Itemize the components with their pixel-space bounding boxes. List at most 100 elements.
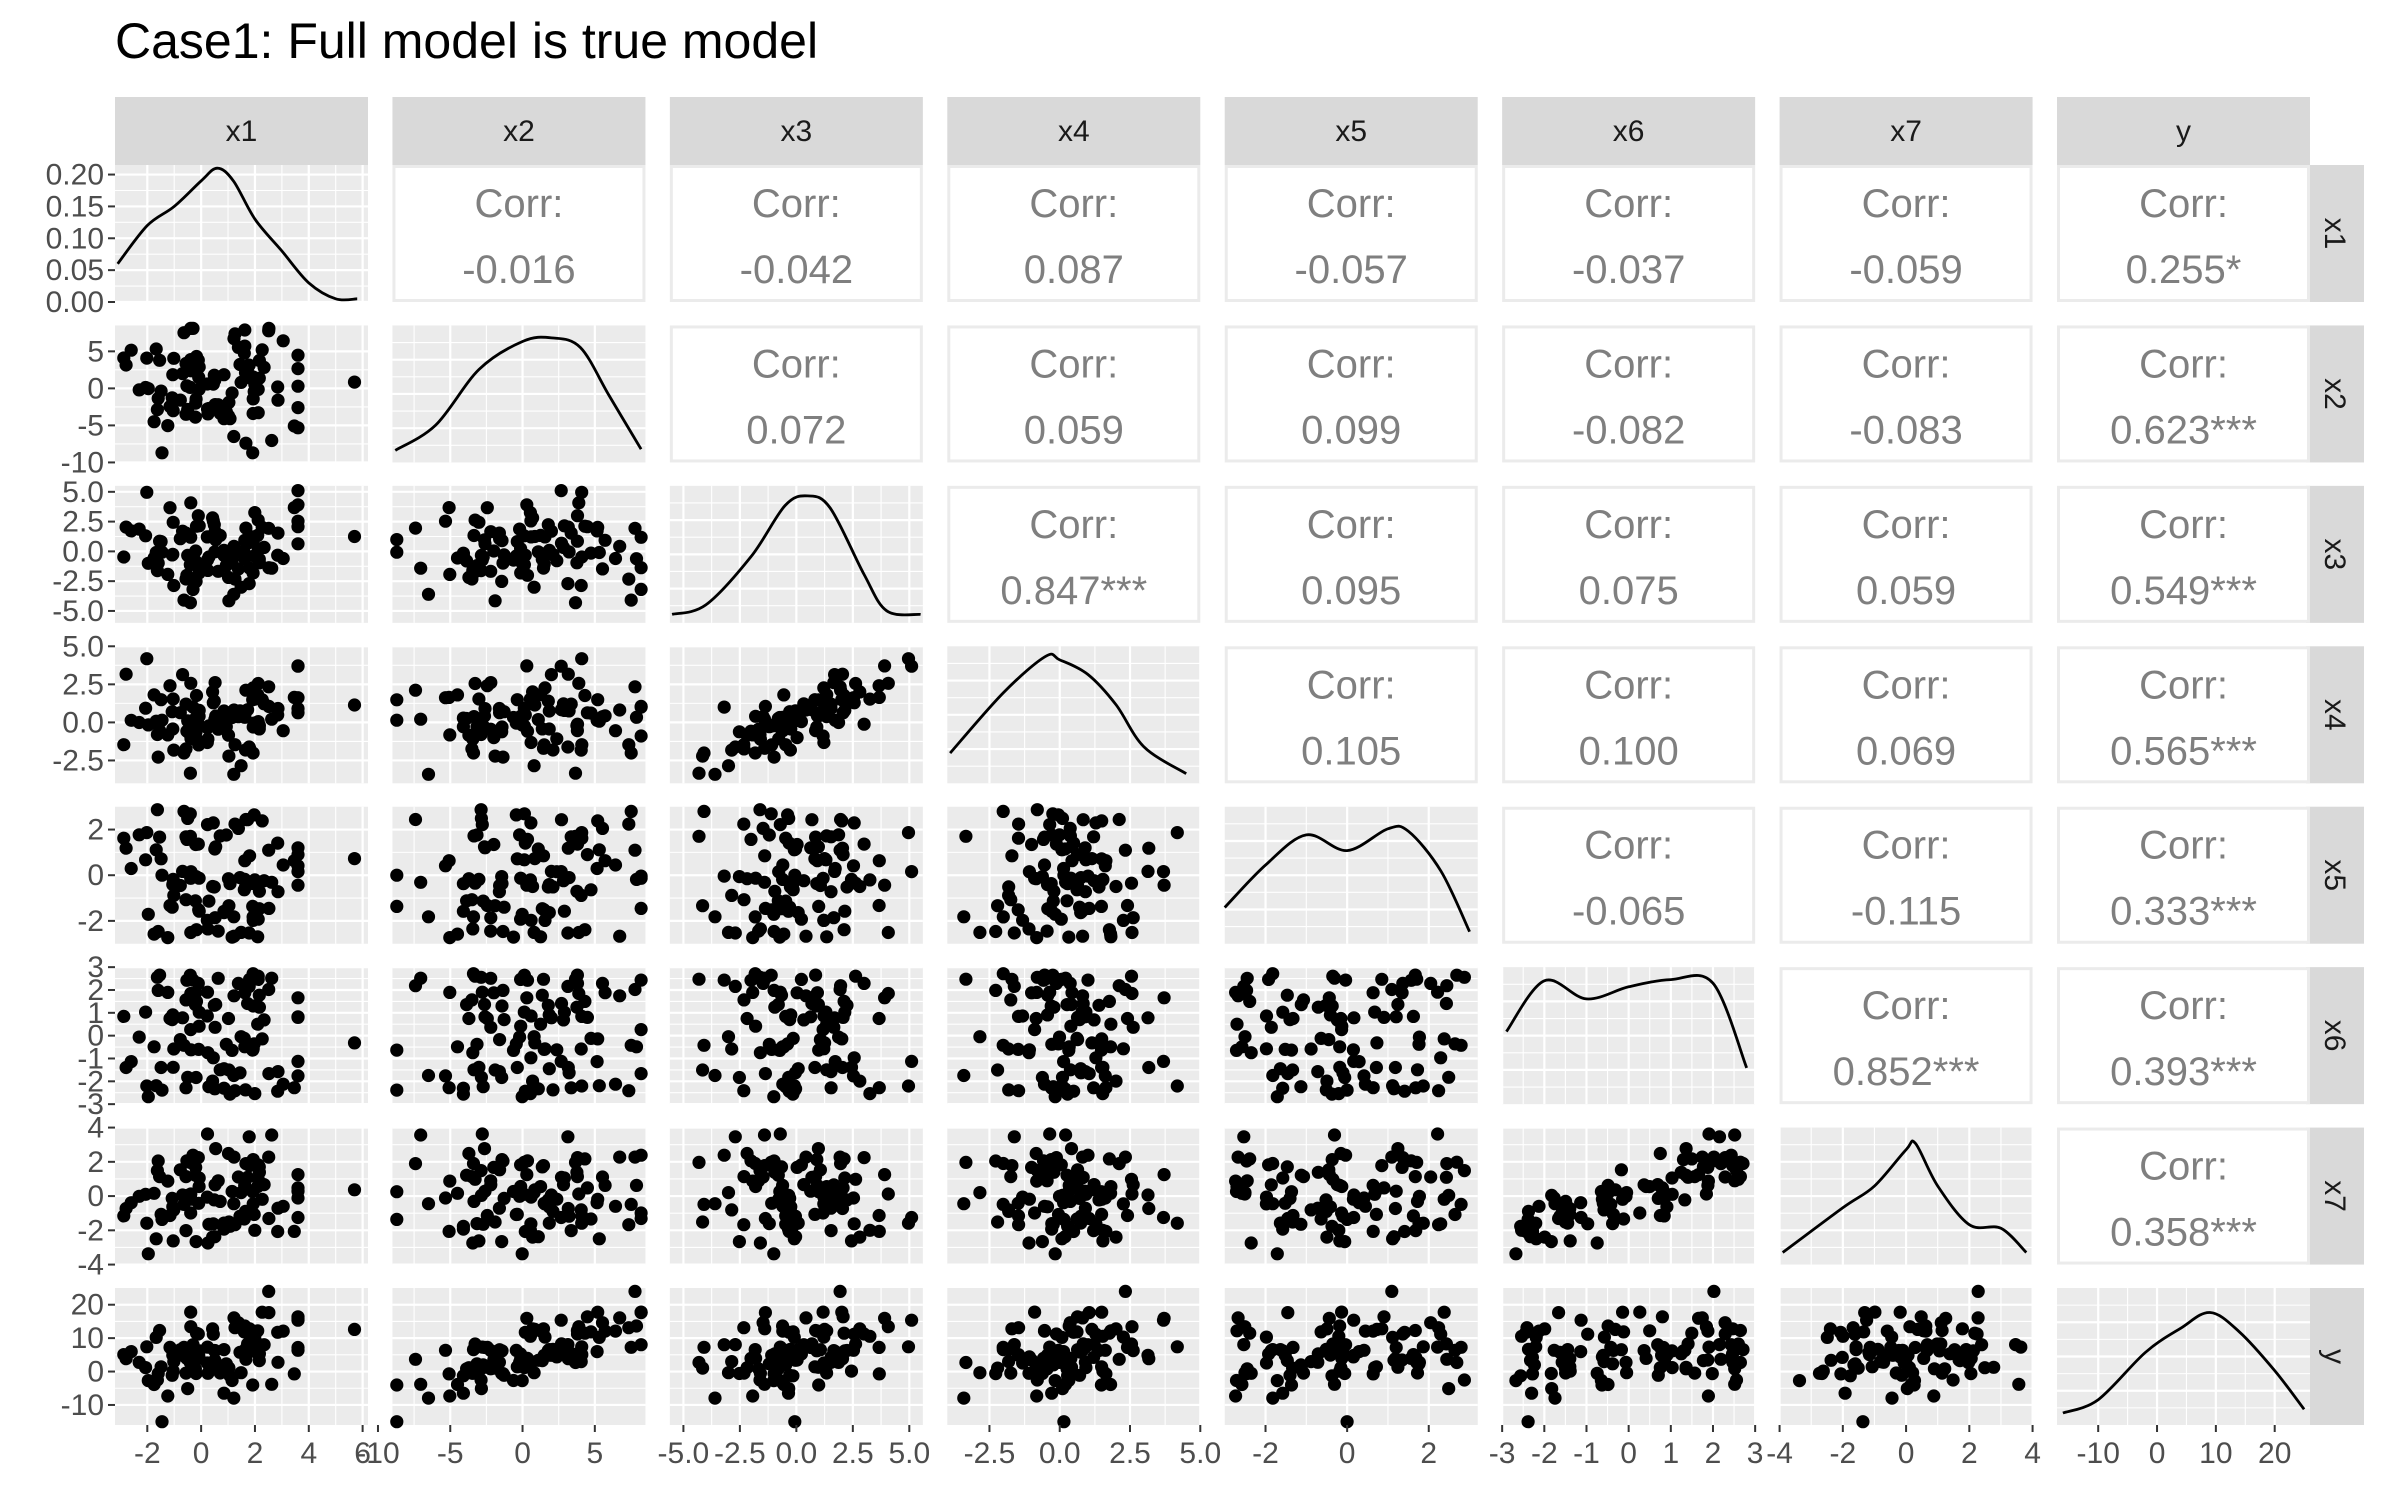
scatter-point — [721, 1366, 736, 1380]
scatter-point — [1619, 1355, 1633, 1369]
scatter-point — [390, 899, 404, 914]
scatter-point — [234, 1366, 248, 1380]
scatter-point — [1055, 811, 1070, 826]
scatter-point — [810, 986, 825, 1000]
scatter-point — [804, 1340, 818, 1355]
scatter-point — [1860, 1313, 1874, 1327]
scatter-point — [756, 1316, 770, 1330]
scatter-point — [1095, 1360, 1109, 1374]
scatter-point — [1170, 1340, 1184, 1354]
scatter-point — [1678, 1193, 1692, 1207]
scatter-point — [181, 714, 195, 728]
scatter-point — [465, 1170, 479, 1184]
scatter-point — [828, 861, 842, 876]
scatter-point — [1529, 1232, 1543, 1246]
scatter-point — [764, 807, 778, 821]
scatter-point — [1327, 1128, 1342, 1142]
scatter-point — [1322, 1033, 1336, 1047]
scatter-point — [758, 699, 773, 714]
scatter-point — [1124, 969, 1139, 983]
scatter-point — [562, 545, 576, 559]
scatter-point — [1908, 1340, 1922, 1355]
scatter-point — [119, 841, 133, 855]
scatter-point — [1229, 1389, 1243, 1403]
scatter-point — [1410, 1355, 1424, 1370]
scatter-point — [228, 572, 242, 586]
corr-label: Corr: — [1584, 824, 1673, 868]
y-tick-label-y: 0 — [87, 1356, 104, 1389]
scatter-point — [484, 722, 498, 736]
scatter-point — [905, 1054, 919, 1068]
corr-value-x2-x4: 0.059 — [1024, 408, 1124, 452]
y-tick-label-x6: 1 — [87, 997, 104, 1030]
scatter-point — [1125, 925, 1139, 940]
row-strip-y — [2306, 1288, 2364, 1426]
scatter-point — [184, 732, 198, 746]
scatter-point — [347, 1036, 362, 1050]
scatter-point — [1332, 1223, 1346, 1237]
scatter-point — [1030, 931, 1044, 945]
scatter-point — [1338, 1366, 1352, 1381]
corr-panel-x2-x7 — [1779, 325, 2033, 463]
scatter-point — [166, 692, 180, 706]
scatter-point — [592, 843, 606, 857]
x-tick-label-x4: -2.5 — [964, 1437, 1016, 1470]
scatter-point — [262, 324, 276, 338]
scatter-point — [1076, 1150, 1090, 1164]
scatter-point — [478, 537, 492, 551]
scatter-point — [1062, 1319, 1076, 1333]
scatter-point — [1057, 1415, 1071, 1429]
column-strip-label-y: y — [2176, 115, 2191, 148]
column-strip-label-x3: x3 — [781, 115, 813, 148]
scatter-point — [697, 1340, 711, 1354]
column-strip-x5 — [1224, 97, 1478, 165]
scatter-point — [613, 539, 627, 553]
scatter-point — [1273, 1216, 1287, 1230]
scatter-point — [139, 529, 153, 543]
scatter-point — [805, 813, 819, 827]
scatter-point — [562, 1209, 576, 1223]
scatter-point — [474, 1070, 488, 1084]
scatter-point — [1385, 1150, 1399, 1164]
scatter-point — [181, 811, 195, 826]
scatter-point — [732, 870, 747, 884]
scatter-point — [140, 1340, 154, 1354]
scatter-point — [1156, 1210, 1171, 1225]
scatter-point — [1606, 1343, 1620, 1357]
scatter-point — [813, 1163, 828, 1177]
scatter-point — [1170, 826, 1184, 840]
scatter-point — [271, 836, 285, 850]
scatter-point — [816, 1305, 830, 1319]
scatter-point — [1406, 1009, 1420, 1024]
scatter-point — [1824, 1353, 1838, 1367]
scatter-point — [291, 1168, 305, 1182]
scatter-point — [1012, 1084, 1026, 1098]
scatter-point — [510, 1360, 524, 1374]
scatter-point — [124, 1345, 138, 1359]
x-tick-label-x1: -2 — [134, 1437, 161, 1470]
scatter-point — [628, 521, 642, 535]
scatter-point — [574, 1042, 588, 1056]
scatter-point — [624, 804, 638, 819]
scatter-point — [572, 496, 586, 510]
scatter-point — [788, 871, 803, 885]
scatter-point — [534, 688, 548, 702]
row-strip-x6 — [2306, 967, 2364, 1105]
scatter-point — [1655, 1310, 1669, 1324]
scatter-point — [414, 1377, 428, 1391]
corr-value-x5-y: 0.333*** — [2110, 890, 2257, 934]
scatter-point — [1849, 1343, 1863, 1357]
corr-panel-x2-x5 — [1224, 325, 1478, 463]
scatter-point — [772, 1192, 786, 1206]
scatter-point — [1025, 1160, 1039, 1174]
scatter-point — [291, 1340, 305, 1355]
scatter-point — [495, 534, 509, 548]
scatter-point — [824, 1081, 838, 1095]
scatter-point — [252, 722, 266, 736]
scatter-point — [518, 548, 532, 562]
y-tick-label-x7: -2 — [77, 1214, 104, 1247]
scatter-point — [762, 1357, 776, 1371]
corr-panel-x6-y — [2057, 967, 2311, 1105]
scatter-point — [480, 898, 494, 913]
scatter-point — [262, 901, 276, 916]
